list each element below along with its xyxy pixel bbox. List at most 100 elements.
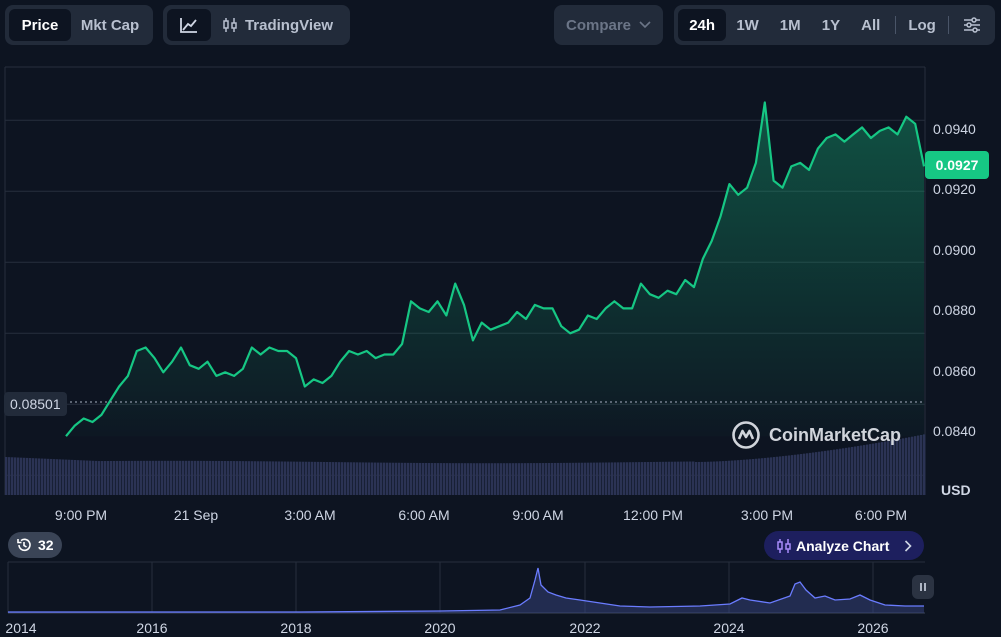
volume-bar xyxy=(635,462,638,495)
price-chart[interactable] xyxy=(0,0,1001,500)
y-tick: 0.0880 xyxy=(933,302,976,318)
volume-bar xyxy=(332,462,335,495)
analyze-chart-button[interactable]: Analyze Chart xyxy=(764,531,924,560)
volume-bar xyxy=(722,461,725,495)
volume-bar xyxy=(488,463,491,495)
volume-bar xyxy=(260,461,263,495)
navigator-handle[interactable] xyxy=(912,575,934,599)
range-1y[interactable]: 1Y xyxy=(821,16,841,34)
history-icon xyxy=(16,537,32,553)
volume-bar xyxy=(659,461,662,495)
volume-bar xyxy=(359,462,362,495)
volume-bar xyxy=(677,461,680,495)
volume-bar xyxy=(221,460,224,495)
volume-bar xyxy=(584,462,587,495)
range-1w[interactable]: 1W xyxy=(736,16,759,34)
open-price-tag: 0.08501 xyxy=(4,392,67,416)
range-separator xyxy=(895,16,897,34)
volume-bar xyxy=(284,461,287,495)
volume-bar xyxy=(800,454,803,495)
volume-bar xyxy=(860,445,863,495)
volume-bar xyxy=(533,463,536,495)
volume-bar xyxy=(590,462,593,495)
volume-bars xyxy=(5,434,926,495)
volume-bar xyxy=(617,462,620,495)
tab-mkt-cap[interactable]: Mkt Cap xyxy=(80,16,140,34)
volume-bar xyxy=(866,444,869,495)
compare-dropdown[interactable]: Compare xyxy=(554,5,663,45)
volume-bar xyxy=(182,460,185,495)
line-chart-button[interactable] xyxy=(167,9,211,41)
navigator-x-tick: 2026 xyxy=(857,620,889,636)
x-tick: 9:00 AM xyxy=(512,507,564,523)
volume-bar xyxy=(875,443,878,495)
volume-bar xyxy=(41,458,44,495)
volume-bar xyxy=(233,461,236,495)
watermark-text: CoinMarketCap xyxy=(769,424,902,445)
volume-bar xyxy=(158,460,161,495)
range-24h[interactable]: 24h xyxy=(678,9,727,41)
volume-bar xyxy=(848,447,851,495)
volume-bar xyxy=(872,443,875,495)
volume-bar xyxy=(761,458,764,495)
volume-bar xyxy=(365,462,368,495)
volume-bar xyxy=(917,435,920,495)
volume-bar xyxy=(302,461,305,495)
volume-bar xyxy=(611,462,614,495)
volume-bar xyxy=(296,461,299,495)
volume-bar xyxy=(299,461,302,495)
volume-bar xyxy=(116,460,119,495)
range-1m[interactable]: 1M xyxy=(779,16,801,34)
volume-bar xyxy=(89,460,92,495)
tab-price[interactable]: Price xyxy=(9,9,71,41)
settings-button[interactable] xyxy=(953,9,991,41)
volume-bar xyxy=(479,463,482,495)
volume-bar xyxy=(239,461,242,495)
volume-bar xyxy=(200,460,203,495)
tradingview-button[interactable]: TradingView xyxy=(211,9,344,41)
volume-bar xyxy=(554,462,557,495)
volume-bar xyxy=(890,440,893,495)
volume-bar xyxy=(113,460,116,495)
volume-bar xyxy=(560,462,563,495)
volume-bar xyxy=(713,461,716,495)
volume-bar xyxy=(62,459,65,495)
volume-bar xyxy=(716,461,719,495)
volume-bar xyxy=(884,441,887,495)
volume-bar xyxy=(923,434,926,495)
volume-bar xyxy=(506,463,509,495)
volume-bar xyxy=(110,460,113,495)
volume-bar xyxy=(737,460,740,495)
volume-bar xyxy=(530,463,533,495)
volume-bar xyxy=(662,461,665,495)
volume-bar xyxy=(179,460,182,495)
volume-bar xyxy=(920,434,923,495)
volume-bar xyxy=(146,460,149,495)
volume-bar xyxy=(911,436,914,495)
range-all[interactable]: All xyxy=(861,16,881,34)
history-badge[interactable]: 32 xyxy=(8,532,62,558)
volume-bar xyxy=(869,444,872,495)
volume-bar xyxy=(137,460,140,495)
volume-bar xyxy=(377,462,380,495)
volume-bar xyxy=(692,461,695,495)
log-toggle[interactable]: Log xyxy=(908,16,936,34)
volume-bar xyxy=(845,447,848,495)
volume-bar xyxy=(497,463,500,495)
volume-bar xyxy=(35,458,38,495)
volume-bar xyxy=(485,463,488,495)
volume-bar xyxy=(380,462,383,495)
volume-bar xyxy=(773,457,776,495)
volume-bar xyxy=(167,460,170,495)
compare-label: Compare xyxy=(565,16,632,34)
y-tick: 0.0840 xyxy=(933,423,976,439)
volume-bar xyxy=(539,463,542,495)
volume-bar xyxy=(821,451,824,495)
volume-bar xyxy=(557,462,560,495)
volume-bar xyxy=(74,460,77,495)
volume-bar xyxy=(461,463,464,495)
volume-bar xyxy=(128,460,131,495)
volume-bar xyxy=(149,460,152,495)
volume-bar xyxy=(863,445,866,495)
